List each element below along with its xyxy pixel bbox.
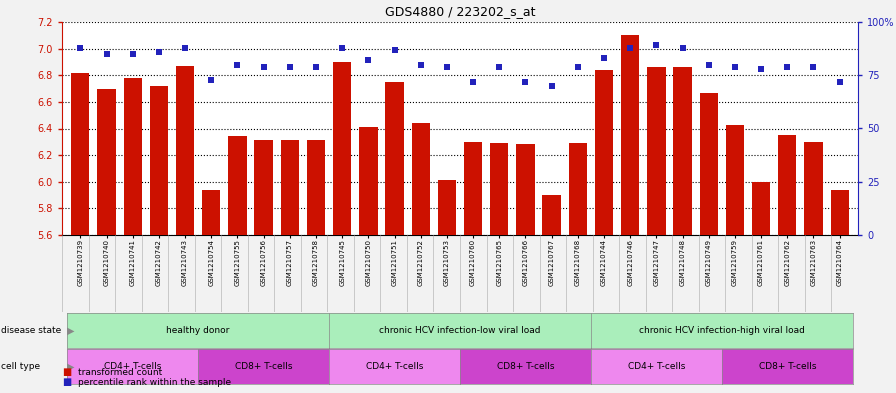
Bar (280, 140, 299, 235)
Point (230, 61, 245, 68)
Text: CD4+ T-cells: CD4+ T-cells (366, 362, 423, 371)
Bar (569, 143, 587, 235)
Bar (490, 143, 508, 235)
Bar (71, 73, 90, 235)
Text: ■: ■ (62, 367, 72, 377)
Point (571, 64, 585, 70)
Point (780, 64, 795, 70)
Text: disease state: disease state (1, 326, 61, 335)
Point (492, 64, 506, 70)
Point (597, 55, 611, 61)
Point (387, 46, 401, 53)
Bar (464, 142, 482, 235)
Point (125, 51, 140, 57)
Bar (254, 140, 272, 235)
Bar (778, 135, 797, 235)
Bar (542, 195, 561, 235)
Bar (98, 88, 116, 235)
Point (545, 83, 559, 89)
Bar (124, 78, 142, 235)
Text: ▶: ▶ (67, 362, 74, 371)
Bar (647, 67, 666, 235)
Point (650, 42, 664, 49)
Text: GDS4880 / 223202_s_at: GDS4880 / 223202_s_at (384, 5, 535, 18)
Point (282, 64, 297, 70)
Text: transformed count: transformed count (78, 368, 162, 377)
Text: chronic HCV infection-low viral load: chronic HCV infection-low viral load (379, 326, 541, 335)
Point (361, 57, 375, 64)
Point (440, 64, 454, 70)
Point (623, 44, 637, 51)
Bar (674, 67, 692, 235)
Text: CD8+ T-cells: CD8+ T-cells (235, 362, 292, 371)
Text: CD4+ T-cells: CD4+ T-cells (104, 362, 161, 371)
Point (728, 64, 742, 70)
Text: CD8+ T-cells: CD8+ T-cells (496, 362, 555, 371)
Point (832, 79, 847, 85)
Point (73, 44, 88, 51)
Bar (805, 142, 823, 235)
Point (414, 61, 428, 68)
Point (256, 64, 271, 70)
Bar (438, 180, 456, 235)
Point (151, 49, 166, 55)
Point (466, 79, 480, 85)
Point (676, 44, 690, 51)
Point (335, 44, 349, 51)
Point (99, 51, 114, 57)
Point (754, 66, 768, 72)
Point (518, 79, 532, 85)
Bar (306, 140, 325, 235)
Bar (411, 123, 430, 235)
Bar (700, 93, 718, 235)
Bar (516, 145, 535, 235)
Bar (621, 35, 640, 235)
Point (178, 44, 193, 51)
Text: CD4+ T-cells: CD4+ T-cells (628, 362, 685, 371)
Text: chronic HCV infection-high viral load: chronic HCV infection-high viral load (639, 326, 805, 335)
Bar (176, 66, 194, 235)
Text: cell type: cell type (1, 362, 40, 371)
Point (806, 64, 821, 70)
Point (309, 64, 323, 70)
Bar (333, 62, 351, 235)
Point (702, 61, 716, 68)
Text: percentile rank within the sample: percentile rank within the sample (78, 378, 231, 387)
Bar (831, 190, 849, 235)
Text: ■: ■ (62, 377, 72, 387)
Text: ▶: ▶ (67, 325, 74, 336)
Bar (595, 70, 613, 235)
Bar (202, 190, 220, 235)
Bar (752, 182, 771, 235)
Bar (726, 125, 744, 235)
Text: CD8+ T-cells: CD8+ T-cells (759, 362, 816, 371)
Text: healthy donor: healthy donor (167, 326, 230, 335)
Bar (228, 136, 246, 235)
Point (204, 76, 219, 83)
Bar (385, 82, 404, 235)
Bar (359, 127, 377, 235)
Bar (150, 86, 168, 235)
